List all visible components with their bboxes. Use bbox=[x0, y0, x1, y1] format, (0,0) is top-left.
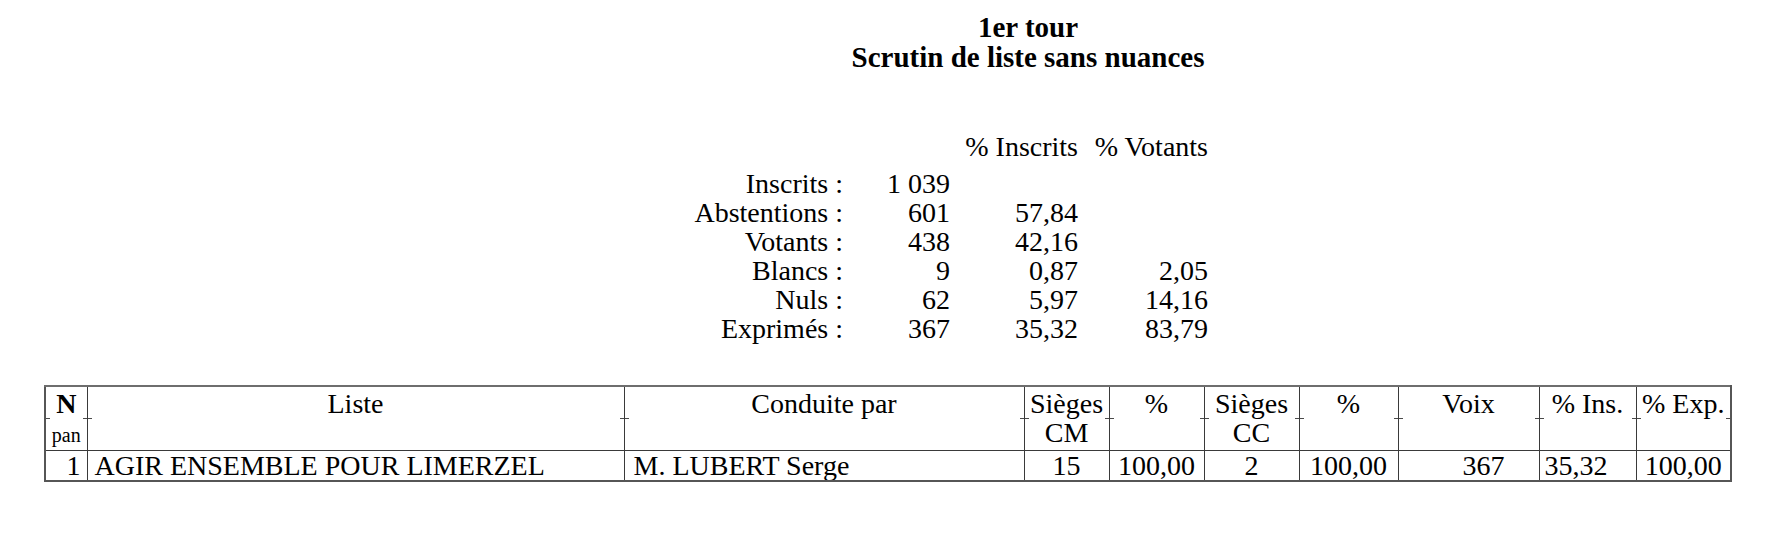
summary-label: Nuls : bbox=[560, 285, 843, 314]
col-header-voix: Voix bbox=[1398, 386, 1539, 451]
summary-value: 1 039 bbox=[843, 169, 950, 198]
col-header-pct-cm: % bbox=[1109, 386, 1204, 451]
cell-pct-cm: 100,00 bbox=[1109, 451, 1204, 482]
summary-row-nuls: Nuls : 62 5,97 14,16 bbox=[560, 285, 1208, 314]
col-header-num-line2: pan bbox=[46, 424, 87, 446]
summary-row-blancs: Blancs : 9 0,87 2,05 bbox=[560, 256, 1208, 285]
summary-value: 62 bbox=[843, 285, 950, 314]
cell-pct-exp: 100,00 bbox=[1636, 451, 1731, 482]
col-header-sieges-cm: Sièges CM bbox=[1024, 386, 1109, 451]
cell-sieges-cc: 2 bbox=[1204, 451, 1299, 482]
cell-liste: AGIR ENSEMBLE POUR LIMERZEL bbox=[87, 451, 624, 482]
summary-value: 601 bbox=[843, 198, 950, 227]
results-header-row: N pan Liste Conduite par Sièges CM % Siè… bbox=[45, 386, 1731, 451]
col-header-pct-exp: % Exp. bbox=[1636, 386, 1731, 451]
summary-row-abstentions: Abstentions : 601 57,84 bbox=[560, 198, 1208, 227]
col-header-conduite: Conduite par bbox=[624, 386, 1024, 451]
summary-value: 9 bbox=[843, 256, 950, 285]
cell-num: 1 bbox=[45, 451, 87, 482]
col-header-pct-ins: % Ins. bbox=[1539, 386, 1636, 451]
summary-value: 438 bbox=[843, 227, 950, 256]
summary-value: 367 bbox=[843, 314, 950, 343]
col-header-num: N pan bbox=[45, 386, 87, 451]
results-table-container: N pan Liste Conduite par Sièges CM % Siè… bbox=[44, 385, 1732, 482]
col-header-pct-cc: % bbox=[1299, 386, 1398, 451]
summary-pct-inscrits: 42,16 bbox=[950, 227, 1078, 256]
summary-label: Abstentions : bbox=[560, 198, 843, 227]
election-results-page: 1er tour Scrutin de liste sans nuances %… bbox=[0, 0, 1768, 552]
table-row: 1 AGIR ENSEMBLE POUR LIMERZEL M. LUBERT … bbox=[45, 451, 1731, 482]
col-header-num-line1: N bbox=[46, 389, 87, 418]
summary-header-row: % Inscrits % Votants bbox=[560, 132, 1208, 161]
summary-pct-votants: 2,05 bbox=[1078, 256, 1208, 285]
cell-pct-cc: 100,00 bbox=[1299, 451, 1398, 482]
summary-pct-votants: 83,79 bbox=[1078, 314, 1208, 343]
summary-pct-inscrits bbox=[950, 169, 1078, 198]
summary-pct-inscrits: 5,97 bbox=[950, 285, 1078, 314]
summary-pct-inscrits: 35,32 bbox=[950, 314, 1078, 343]
summary-row-inscrits: Inscrits : 1 039 bbox=[560, 169, 1208, 198]
col-header-liste: Liste bbox=[87, 386, 624, 451]
title-round: 1er tour bbox=[628, 12, 1428, 42]
summary-pct-inscrits: 57,84 bbox=[950, 198, 1078, 227]
summary-row-exprimes: Exprimés : 367 35,32 83,79 bbox=[560, 314, 1208, 343]
results-table: N pan Liste Conduite par Sièges CM % Siè… bbox=[44, 385, 1732, 482]
summary-label: Inscrits : bbox=[560, 169, 843, 198]
summary-pct-inscrits: 0,87 bbox=[950, 256, 1078, 285]
cell-pct-ins: 35,32 bbox=[1539, 451, 1636, 482]
summary-label: Blancs : bbox=[560, 256, 843, 285]
summary-pct-votants bbox=[1078, 198, 1208, 227]
page-title: 1er tour Scrutin de liste sans nuances bbox=[628, 12, 1428, 72]
col-header-sieges-cc: Sièges CC bbox=[1204, 386, 1299, 451]
summary-pct-votants bbox=[1078, 227, 1208, 256]
summary-label: Exprimés : bbox=[560, 314, 843, 343]
cell-sieges-cm: 15 bbox=[1024, 451, 1109, 482]
summary-pct-votants: 14,16 bbox=[1078, 285, 1208, 314]
title-scrutin: Scrutin de liste sans nuances bbox=[628, 42, 1428, 72]
summary-stats: % Inscrits % Votants Inscrits : 1 039 Ab… bbox=[560, 132, 1208, 343]
cell-conduite: M. LUBERT Serge bbox=[624, 451, 1024, 482]
summary-header-pct-inscrits: % Inscrits bbox=[950, 132, 1078, 161]
cell-voix: 367 bbox=[1398, 451, 1539, 482]
summary-label: Votants : bbox=[560, 227, 843, 256]
summary-row-votants: Votants : 438 42,16 bbox=[560, 227, 1208, 256]
summary-pct-votants bbox=[1078, 169, 1208, 198]
summary-header-pct-votants: % Votants bbox=[1078, 132, 1208, 161]
